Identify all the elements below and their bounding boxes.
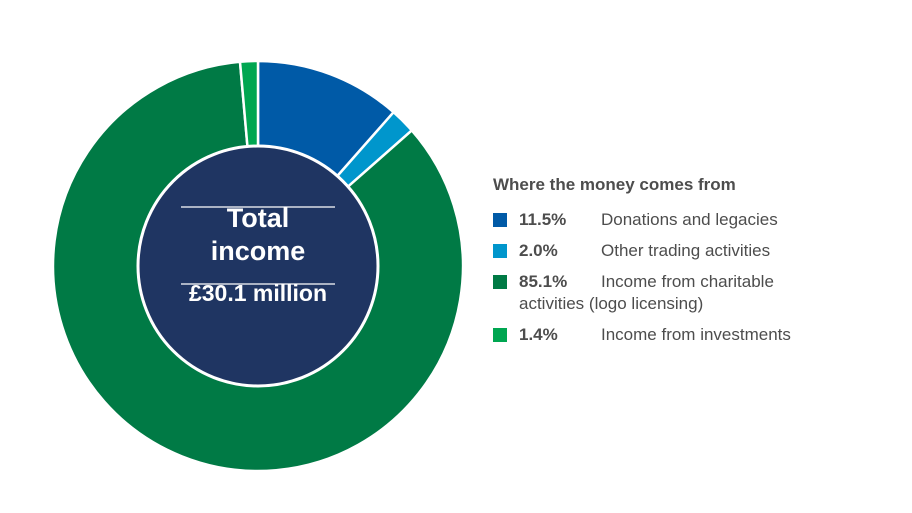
legend-percent: 85.1%	[519, 272, 568, 291]
legend-label: Income from investments	[601, 325, 791, 344]
legend-swatch	[493, 244, 507, 258]
legend-swatch	[493, 213, 507, 227]
legend-item-charitable: 85.1% Income from charitable activities …	[493, 271, 893, 315]
legend-title: Where the money comes from	[493, 175, 736, 194]
legend-swatch	[493, 328, 507, 342]
legend-swatch	[493, 275, 507, 289]
legend-percent: 1.4%	[519, 325, 558, 344]
center-title-line2: income	[210, 236, 306, 266]
legend-label-continued: activities (logo licensing)	[519, 294, 704, 313]
legend-label: Donations and legacies	[601, 210, 778, 229]
donut-slices	[51, 59, 465, 473]
legend-item-donations: 11.5% Donations and legacies	[493, 209, 893, 231]
center-total-value: £30.1 million	[188, 280, 328, 306]
legend-label: Income from charitable	[601, 272, 774, 291]
legend-item-other-trading: 2.0% Other trading activities	[493, 240, 893, 262]
center-title-line1: Total	[226, 203, 290, 233]
legend: Where the money comes from 11.5% Donatio…	[493, 175, 893, 355]
legend-label: Other trading activities	[601, 241, 771, 260]
legend-percent: 2.0%	[519, 241, 558, 260]
center-circle	[136, 144, 380, 388]
legend-item-investments: 1.4% Income from investments	[493, 324, 893, 346]
legend-percent: 11.5%	[519, 210, 567, 229]
center-label: Total income £30.1 million	[150, 202, 366, 308]
